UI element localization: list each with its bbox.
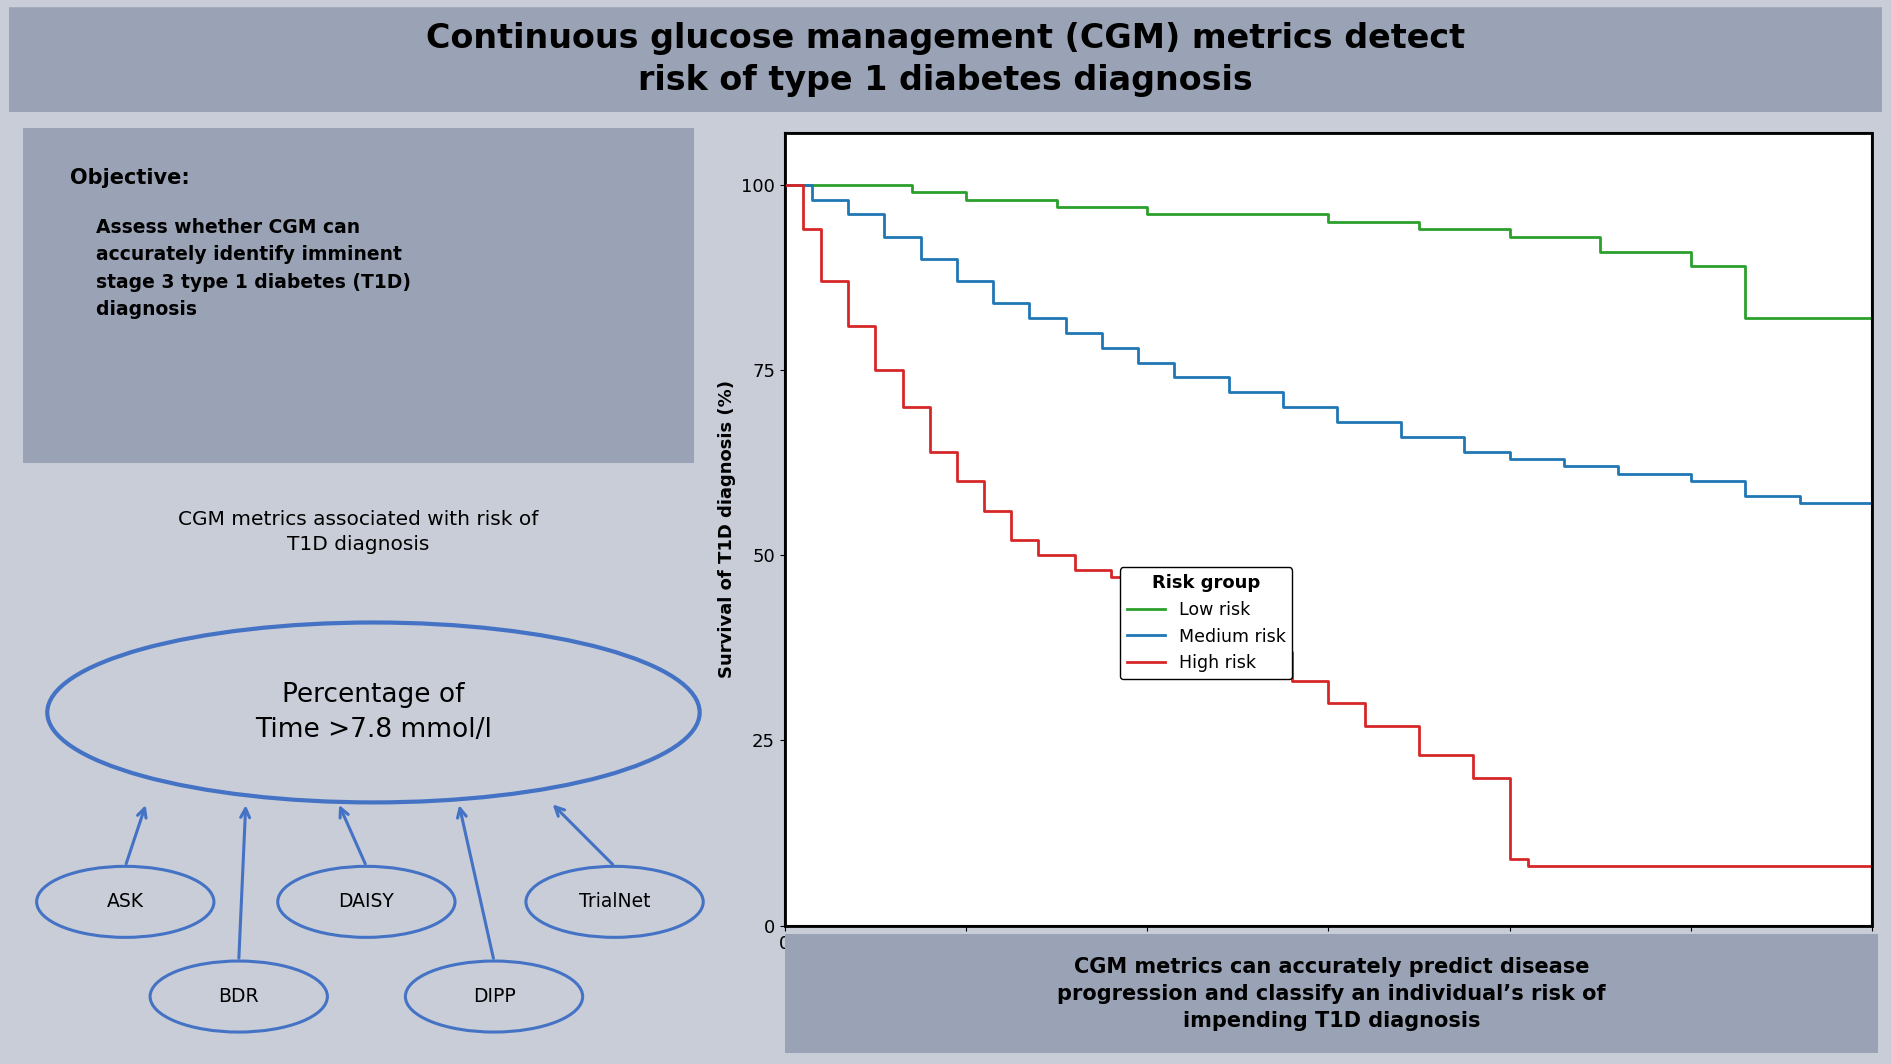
Medium risk	[1163, 371, 1186, 384]
Line: High risk: High risk	[785, 185, 1872, 866]
High risk	[792, 223, 815, 236]
High risk	[1498, 852, 1520, 865]
Y-axis label: Survival of T1D diagnosis (%): Survival of T1D diagnosis (%)	[717, 380, 736, 679]
High risk	[1172, 586, 1195, 599]
Text: DIPP: DIPP	[473, 987, 516, 1007]
Medium risk	[946, 275, 968, 287]
Medium risk	[1218, 386, 1240, 399]
High risk	[1462, 771, 1484, 784]
Medium risk	[1127, 356, 1150, 369]
Low risk	[1227, 209, 1250, 221]
Medium risk	[1452, 445, 1475, 458]
Medium risk	[1553, 460, 1575, 472]
High risk	[809, 275, 832, 287]
High risk	[1099, 571, 1121, 584]
X-axis label: Follow-up time (years): Follow-up time (years)	[1205, 959, 1452, 978]
Medium risk	[1326, 416, 1348, 429]
High risk	[1027, 549, 1050, 562]
Text: CGM metrics can accurately predict disease
progression and classify an individua: CGM metrics can accurately predict disea…	[1057, 957, 1605, 1031]
Low risk	[1734, 312, 1757, 325]
Text: Objective:: Objective:	[70, 168, 189, 188]
Medium risk	[1679, 475, 1702, 487]
Low risk	[1861, 312, 1883, 325]
Low risk	[900, 186, 923, 199]
High risk	[919, 445, 942, 458]
Medium risk	[838, 209, 860, 221]
Text: Percentage of
Time >7.8 mmol/l: Percentage of Time >7.8 mmol/l	[255, 682, 492, 743]
High risk	[1000, 534, 1023, 547]
High risk	[1316, 697, 1339, 710]
High risk	[1136, 579, 1159, 592]
High risk	[1063, 564, 1085, 577]
Medium risk	[1273, 401, 1295, 414]
FancyBboxPatch shape	[6, 119, 711, 471]
Medium risk	[1734, 489, 1757, 502]
High risk	[838, 319, 860, 332]
Medium risk	[1017, 312, 1040, 325]
High risk	[1280, 675, 1303, 687]
Medium risk	[1861, 497, 1883, 510]
Line: Low risk: Low risk	[785, 185, 1872, 318]
Medium risk	[800, 194, 823, 206]
Text: TrialNet: TrialNet	[579, 893, 651, 912]
High risk	[1407, 749, 1430, 762]
Low risk	[838, 179, 860, 192]
Medium risk	[1055, 327, 1078, 339]
Text: ASK: ASK	[106, 893, 144, 912]
High risk	[1227, 645, 1250, 658]
Medium risk	[874, 230, 896, 243]
High risk	[1861, 860, 1883, 872]
Low risk	[773, 179, 796, 192]
High risk	[864, 364, 887, 377]
Low risk	[1407, 223, 1430, 236]
Medium risk	[1607, 467, 1630, 480]
Low risk	[1588, 245, 1611, 257]
Legend: Low risk, Medium risk, High risk: Low risk, Medium risk, High risk	[1119, 567, 1292, 679]
Low risk	[1679, 260, 1702, 272]
High risk	[1517, 860, 1539, 872]
Text: CGM metrics associated with risk of
T1D diagnosis: CGM metrics associated with risk of T1D …	[178, 511, 539, 554]
Medium risk	[1789, 497, 1812, 510]
Medium risk	[910, 252, 932, 265]
Low risk	[1316, 216, 1339, 229]
Medium risk	[1091, 342, 1114, 354]
Low risk	[1136, 209, 1159, 221]
Low risk	[1046, 201, 1068, 214]
Text: DAISY: DAISY	[338, 893, 393, 912]
High risk	[1354, 719, 1377, 732]
FancyBboxPatch shape	[0, 5, 1891, 114]
High risk	[946, 475, 968, 487]
Medium risk	[773, 179, 796, 192]
Text: Assess whether CGM can
    accurately identify imminent
    stage 3 type 1 diabe: Assess whether CGM can accurately identi…	[70, 218, 410, 319]
Medium risk	[981, 297, 1004, 310]
Text: BDR: BDR	[219, 987, 259, 1007]
Medium risk	[1390, 430, 1413, 443]
High risk	[891, 401, 913, 414]
Low risk	[1498, 230, 1520, 243]
Text: Continuous glucose management (CGM) metrics detect
risk of type 1 diabetes diagn: Continuous glucose management (CGM) metr…	[425, 22, 1466, 97]
FancyBboxPatch shape	[758, 931, 1891, 1057]
High risk	[1789, 860, 1812, 872]
Line: Medium risk: Medium risk	[785, 185, 1872, 503]
Medium risk	[1498, 452, 1520, 465]
Low risk	[955, 194, 978, 206]
High risk	[773, 179, 796, 192]
High risk	[972, 504, 995, 517]
